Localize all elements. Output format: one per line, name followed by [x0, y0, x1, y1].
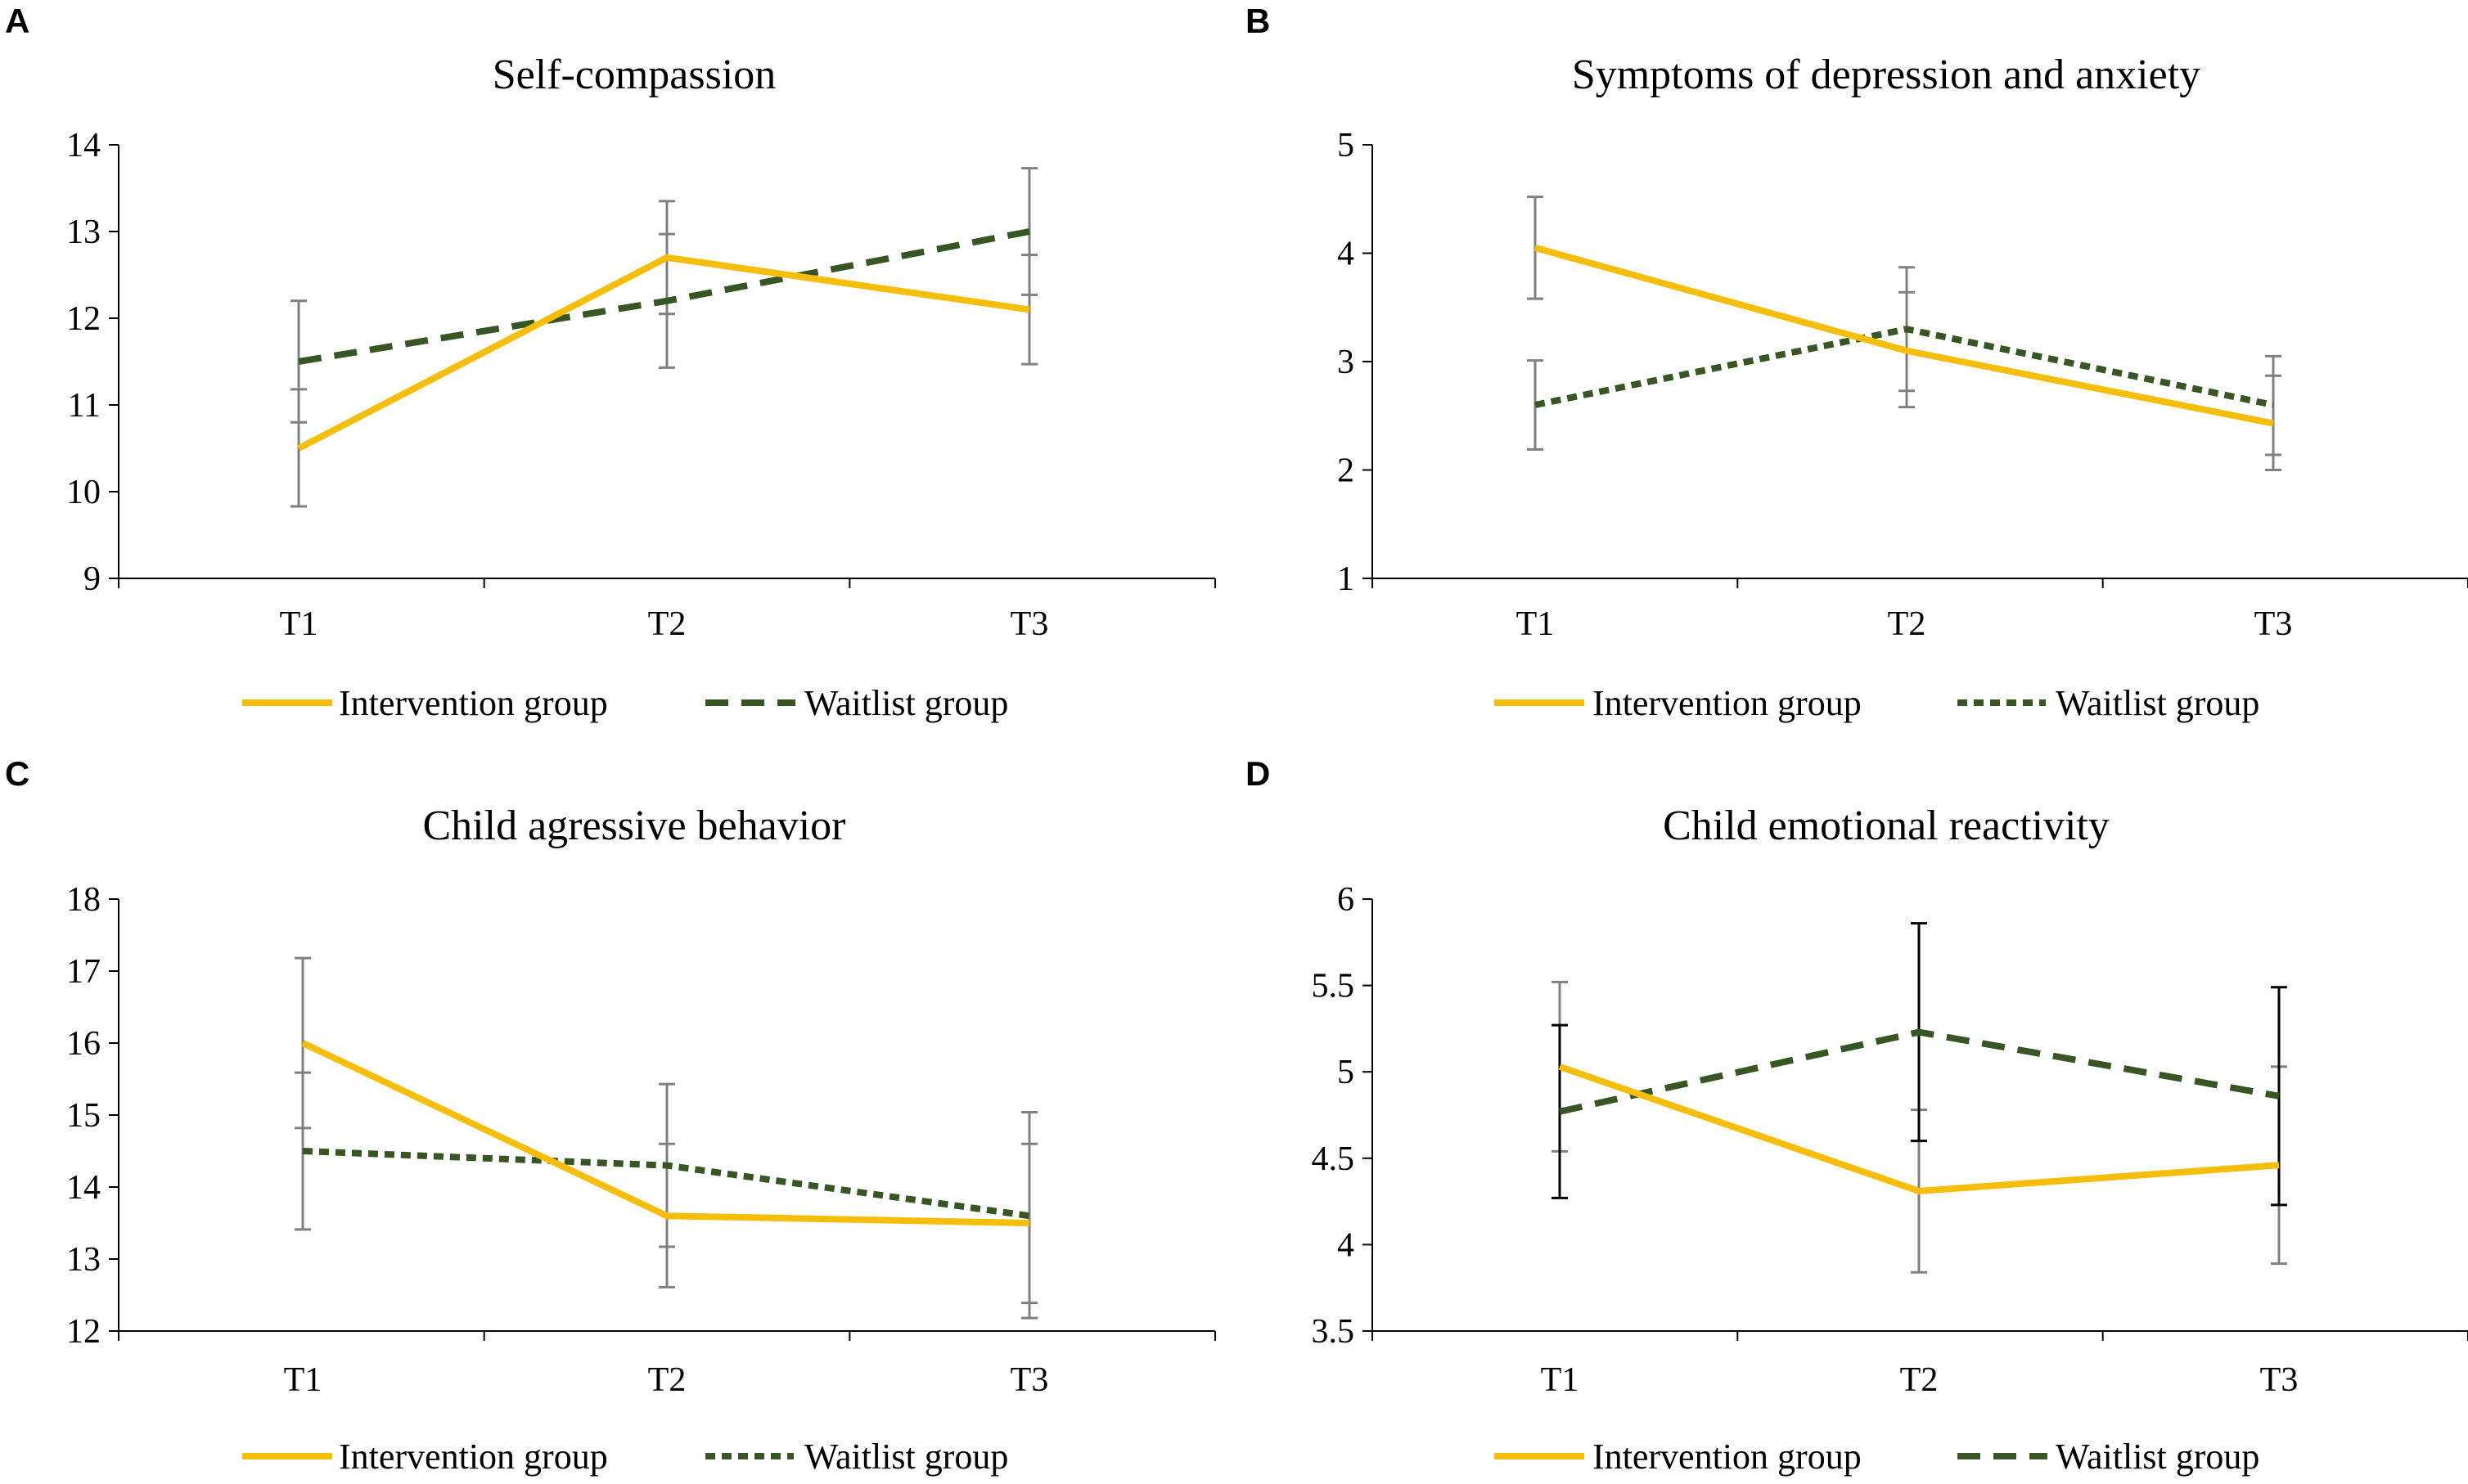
chart-title-a: Self-compassion	[493, 52, 777, 98]
y-tick-label: 14	[66, 1169, 101, 1207]
errorbars-b	[1527, 196, 2281, 471]
series-lines-a	[297, 228, 1030, 452]
legend-label-waitlist-a: Waitlist group	[804, 683, 1008, 723]
axes-c: 12 13 14 15 16 17 18 T1 T2 T3	[66, 881, 1216, 1399]
legend-label-waitlist-d: Waitlist group	[2056, 1437, 2259, 1477]
series-line-waitlist	[298, 228, 1030, 365]
series-line-intervention	[1558, 1064, 2280, 1194]
series-lines-d	[1558, 1028, 2280, 1194]
y-tick-label: 11	[68, 387, 101, 425]
panel-c: C Child agressive behavior 1213141516171…	[5, 754, 1216, 1477]
x-tick-label: T3	[1011, 1361, 1049, 1399]
x-tick-label: T3	[2254, 605, 2293, 643]
legend-a: Intervention group Waitlist group	[242, 683, 1008, 723]
y-tick-label: 12	[66, 300, 101, 338]
y-tick-label: 9	[83, 560, 101, 598]
x-tick-label: T1	[1541, 1361, 1579, 1399]
series-line-waitlist	[302, 1148, 1030, 1220]
axes-a: 9 10 11 12 13 14 T1 T2 T3	[66, 127, 1216, 643]
series-line-intervention	[1533, 245, 2274, 427]
series-lines-c	[301, 1040, 1030, 1226]
y-tick-label: 14	[66, 127, 101, 164]
legend-b: Intervention group Waitlist group	[1494, 683, 2259, 723]
y-tick-label: 18	[66, 881, 101, 919]
panel-letter-a: A	[5, 2, 29, 40]
x-tick-label: T2	[648, 605, 687, 643]
series-line-intervention	[297, 254, 1030, 452]
axes-d: 3.5 4 4.5 5 5.5 6 T1 T2 T3	[1312, 881, 2468, 1399]
y-tick-label: 4	[1337, 236, 1354, 273]
series-line-intervention	[301, 1040, 1030, 1226]
y-tick-label: 1	[1337, 560, 1354, 598]
y-tick-label: 5	[1337, 1054, 1354, 1091]
y-tick-label: 5.5	[1312, 968, 1355, 1005]
y-tick-label: 3.5	[1312, 1313, 1355, 1351]
errorbars-c	[295, 956, 1038, 1320]
legend-label-intervention-c: Intervention group	[339, 1437, 608, 1477]
y-tick-label: 10	[66, 474, 101, 511]
legend-label-waitlist-b: Waitlist group	[2056, 683, 2259, 723]
y-tick-label: 4.5	[1312, 1140, 1355, 1178]
legend-label-waitlist-c: Waitlist group	[804, 1437, 1008, 1477]
x-tick-label: T3	[1011, 605, 1049, 643]
y-tick-label: 17	[66, 953, 101, 991]
y-tick-label: 16	[66, 1025, 101, 1063]
y-tick-label: 3	[1337, 344, 1354, 381]
legend-c: Intervention group Waitlist group	[242, 1437, 1008, 1477]
x-tick-label: T2	[1888, 605, 1926, 643]
panel-letter-b: B	[1245, 2, 1270, 40]
series-lines-b	[1533, 245, 2274, 427]
legend-d: Intervention group Waitlist group	[1494, 1437, 2259, 1477]
y-tick-label: 13	[66, 214, 101, 251]
x-tick-label: T1	[1516, 605, 1555, 643]
x-tick-label: T3	[2260, 1361, 2299, 1399]
errorbars-a	[290, 167, 1038, 508]
x-tick-label: T1	[284, 1361, 322, 1399]
panel-letter-d: D	[1245, 754, 1270, 793]
series-line-waitlist	[1534, 326, 2274, 408]
y-tick-label: 6	[1337, 881, 1354, 919]
axes-b: 1 2 3 4 5 T1 T2 T3	[1337, 127, 2468, 643]
y-tick-label: 4	[1337, 1226, 1354, 1264]
legend-label-intervention-a: Intervention group	[339, 683, 608, 723]
chart-title-d: Child emotional reactivity	[1663, 803, 2110, 849]
series-line-waitlist	[1559, 1028, 2280, 1115]
errorbars-d	[1552, 922, 2287, 1274]
legend-label-intervention-d: Intervention group	[1592, 1437, 1862, 1477]
y-tick-label: 15	[66, 1097, 101, 1135]
x-tick-label: T1	[280, 605, 318, 643]
legend-label-intervention-b: Intervention group	[1592, 683, 1862, 723]
chart-title-c: Child agressive behavior	[423, 803, 846, 849]
panel-d: D Child emotional reactivity 3.5 4 4.5 5 5.5…	[1245, 754, 2468, 1477]
y-tick-label: 5	[1337, 127, 1354, 164]
x-tick-label: T2	[1900, 1361, 1939, 1399]
x-tick-label: T2	[648, 1361, 687, 1399]
y-tick-label: 2	[1337, 452, 1354, 490]
panel-b: B Symptoms of depression and anxiety 1 2 3…	[1245, 2, 2468, 723]
chart-title-b: Symptoms of depression and anxiety	[1572, 52, 2200, 98]
panel-a: A Self-compassion 9 10 11 12 13 14 T1 T2 T3 Inte…	[5, 2, 1216, 723]
panel-letter-c: C	[5, 754, 29, 793]
y-tick-label: 13	[66, 1241, 101, 1279]
y-tick-label: 12	[66, 1313, 101, 1351]
